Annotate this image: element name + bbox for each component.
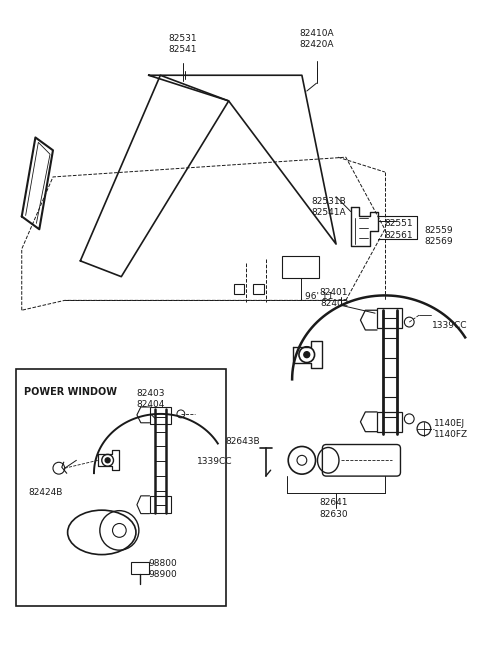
Text: POWER WINDOW: POWER WINDOW xyxy=(24,387,117,397)
Circle shape xyxy=(105,458,110,463)
FancyBboxPatch shape xyxy=(150,407,171,424)
Text: 82531B
82541A: 82531B 82541A xyxy=(311,196,346,217)
Text: 82424B: 82424B xyxy=(28,488,62,497)
Text: 96' 11: 96' 11 xyxy=(305,292,333,302)
Text: 82531
82541: 82531 82541 xyxy=(168,34,197,54)
Text: 82403
82404: 82403 82404 xyxy=(136,389,165,409)
FancyBboxPatch shape xyxy=(253,284,264,294)
Text: 1339CC: 1339CC xyxy=(196,457,232,466)
Text: 82551
82561: 82551 82561 xyxy=(384,219,412,240)
Text: 82630: 82630 xyxy=(320,510,348,518)
FancyBboxPatch shape xyxy=(150,496,171,512)
FancyBboxPatch shape xyxy=(377,308,402,328)
FancyBboxPatch shape xyxy=(234,284,244,294)
Text: 1140EJ
1140FZ: 1140EJ 1140FZ xyxy=(433,419,468,439)
FancyBboxPatch shape xyxy=(16,369,226,606)
Text: 1339CC: 1339CC xyxy=(432,321,467,330)
FancyBboxPatch shape xyxy=(377,412,402,432)
Text: 98800
98900: 98800 98900 xyxy=(149,559,178,579)
Text: 82401
82402: 82401 82402 xyxy=(320,288,348,307)
Text: 82410A
82420A: 82410A 82420A xyxy=(299,29,334,49)
Text: 82643B: 82643B xyxy=(225,437,260,446)
FancyBboxPatch shape xyxy=(282,256,320,278)
Circle shape xyxy=(304,351,310,357)
FancyBboxPatch shape xyxy=(131,562,149,574)
Text: 82559
82569: 82559 82569 xyxy=(424,226,453,246)
Text: 82641: 82641 xyxy=(320,498,348,507)
FancyBboxPatch shape xyxy=(323,445,400,476)
